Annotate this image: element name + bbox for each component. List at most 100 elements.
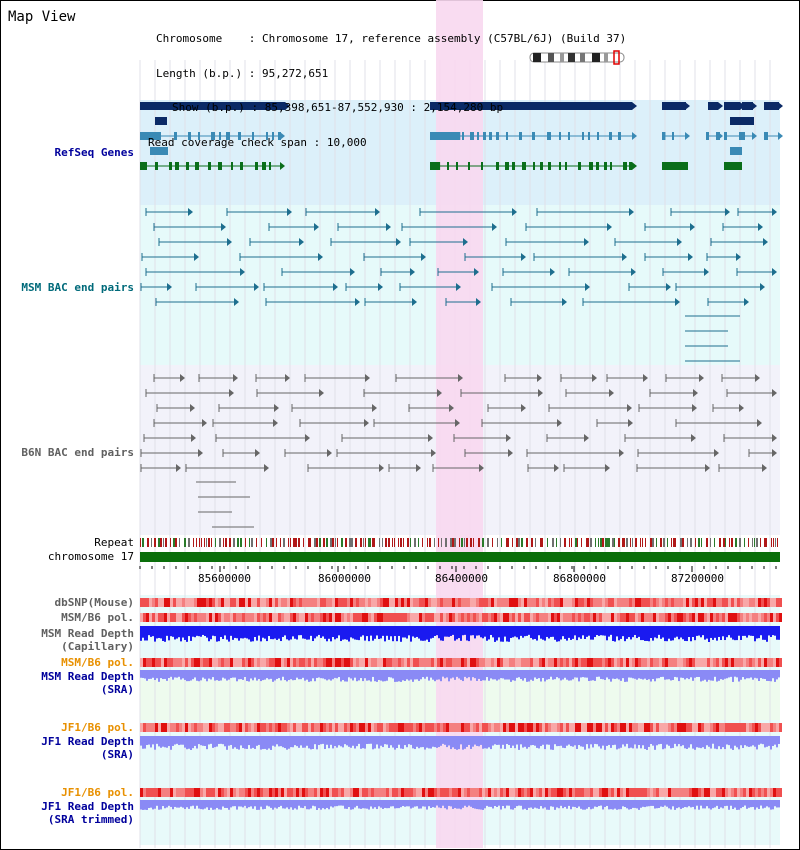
dbsnp-heat-cell: [662, 598, 665, 607]
msm-capillary-depth-bar: [206, 626, 208, 638]
repeat-mark: [249, 538, 250, 547]
jf1-sra-depth-bar: [418, 736, 420, 749]
jf1-trimmed-depth-bar: [538, 800, 540, 809]
repeat-mark: [560, 538, 561, 547]
jf1-b6-pol2-heat-cell: [707, 788, 710, 797]
dbsnp-heat-cell: [230, 598, 233, 607]
track-label-msm-bac[interactable]: MSM BAC end pairs: [21, 281, 134, 294]
b6n-bac-pair-end: [202, 419, 207, 427]
msm-capillary-depth-bar: [364, 626, 366, 641]
msm-capillary-depth-bar: [708, 626, 710, 642]
msm-sra-depth-bar: [184, 670, 186, 680]
jf1-sra-depth-bar: [362, 736, 364, 749]
track-label-jf1-b6-pol-2[interactable]: JF1/B6 pol.: [61, 786, 134, 799]
jf1-trimmed-depth-bar: [450, 800, 452, 807]
msm-bac-pair-end: [631, 268, 636, 276]
jf1-b6-pol-heat-cell: [185, 723, 188, 732]
dbsnp-heat-cell: [632, 598, 635, 607]
msm-bac-pair-end: [314, 223, 319, 231]
msm-b6-pol-heat-cell: [437, 613, 440, 622]
msm-sra-depth-bar: [282, 670, 284, 677]
jf1-sra-depth-bar: [584, 736, 586, 750]
jf1-b6-pol2-heat-cell: [377, 788, 380, 797]
jf1-b6-pol2-heat-cell: [695, 788, 698, 797]
msm-b6-pol-heat-cell: [257, 613, 260, 622]
track-label-b6n-bac[interactable]: B6N BAC end pairs: [21, 446, 134, 459]
msm-sra-depth-bar: [704, 670, 706, 680]
track-label-jf1-b6-pol-1[interactable]: JF1/B6 pol.: [61, 721, 134, 734]
msm-capillary-depth-bar: [186, 626, 188, 642]
msm-capillary-depth-bar: [684, 626, 686, 641]
jf1-sra-depth-bar: [550, 736, 552, 750]
msm-b6-pol-heat-cell: [446, 613, 449, 622]
jf1-trimmed-depth-bar: [422, 800, 424, 807]
msm-sra-depth-bar: [226, 670, 228, 681]
jf1-trimmed-depth-bar: [764, 800, 766, 808]
msm-capillary-depth-bar: [646, 626, 648, 641]
msm-sra-depth-bar: [676, 670, 678, 678]
msm-sra-depth-bar: [370, 670, 372, 682]
jf1-trimmed-depth-bar: [456, 800, 458, 809]
strand-arrow: [778, 102, 783, 110]
repeat-mark: [624, 538, 625, 547]
track-label-dbsnp[interactable]: dbSNP(Mouse): [54, 596, 134, 609]
jf1-trimmed-depth-bar: [372, 800, 374, 809]
jf1-sra-depth-bar: [314, 736, 316, 745]
msm-sra-depth-bar: [270, 670, 272, 679]
msm-b6-pol2-heat-cell: [572, 658, 575, 667]
jf1-sra-depth-bar: [304, 736, 306, 748]
track-label-msm-b6-pol-2[interactable]: MSM/B6 pol.: [61, 656, 134, 669]
msm-b6-pol2-heat-cell: [296, 658, 299, 667]
gene-exon: [730, 147, 742, 155]
msm-b6-pol-heat-cell: [683, 613, 686, 622]
msm-capillary-depth-bar: [368, 626, 370, 642]
msm-b6-pol-heat-cell: [329, 613, 332, 622]
msm-b6-pol-heat-cell: [353, 613, 356, 622]
jf1-trimmed-depth-bar: [510, 800, 512, 810]
msm-capillary-depth-bar: [172, 626, 174, 637]
msm-sra-depth-bar: [284, 670, 286, 681]
track-label-msm-read-depth-sra[interactable]: MSM Read Depth (SRA): [41, 670, 134, 696]
repeat-mark: [400, 538, 402, 547]
jf1-sra-depth-bar: [638, 736, 640, 746]
track-label-msm-b6-pol-1[interactable]: MSM/B6 pol.: [61, 611, 134, 624]
repeat-mark: [459, 538, 460, 547]
jf1-b6-pol-heat-cell: [584, 723, 587, 732]
msm-capillary-depth-bar: [716, 626, 718, 641]
track-label-jf1-read-depth-sra[interactable]: JF1 Read Depth (SRA): [41, 735, 134, 761]
msm-b6-pol-heat-cell: [218, 613, 221, 622]
msm-capillary-depth-bar: [580, 626, 582, 639]
jf1-b6-pol-heat-cell: [668, 723, 671, 732]
jf1-b6-pol2-heat-cell: [566, 788, 569, 797]
jf1-trimmed-depth-bar: [266, 800, 268, 806]
gene-exon: [255, 162, 258, 170]
jf1-sra-depth-bar: [416, 736, 418, 747]
track-label-refseq[interactable]: RefSeq Genes: [54, 146, 134, 159]
repeat-mark: [414, 538, 416, 547]
jf1-sra-depth-bar: [620, 736, 622, 748]
msm-b6-pol2-heat-cell: [563, 658, 566, 667]
jf1-sra-depth-bar: [218, 736, 220, 744]
jf1-sra-depth-bar: [512, 736, 514, 746]
gene-exon: [174, 132, 177, 140]
track-label-msm-read-depth-capillary[interactable]: MSM Read Depth (Capillary): [41, 627, 134, 653]
repeat-mark: [748, 538, 749, 547]
jf1-sra-depth-bar: [728, 736, 730, 746]
jf1-b6-pol-heat-cell: [347, 723, 350, 732]
jf1-trimmed-depth-bar: [688, 800, 690, 807]
msm-b6-pol2-heat-cell: [164, 658, 167, 667]
msm-b6-pol2-heat-cell: [317, 658, 320, 667]
msm-b6-pol2-heat-cell: [527, 658, 530, 667]
jf1-sra-depth-bar: [458, 736, 460, 750]
msm-b6-pol-heat-cell: [284, 613, 287, 622]
msm-bac-pair-end: [299, 238, 304, 246]
dbsnp-heat-cell: [191, 598, 194, 607]
msm-sra-depth-bar: [424, 670, 426, 679]
msm-capillary-depth-bar: [528, 626, 530, 635]
msm-b6-pol2-heat-cell: [701, 658, 704, 667]
track-label-jf1-read-depth-trimmed[interactable]: JF1 Read Depth (SRA trimmed): [41, 800, 134, 826]
b6n-bac-pair-end: [319, 389, 324, 397]
jf1-b6-pol-heat-cell: [461, 723, 464, 732]
jf1-b6-pol-heat-cell: [623, 723, 626, 732]
